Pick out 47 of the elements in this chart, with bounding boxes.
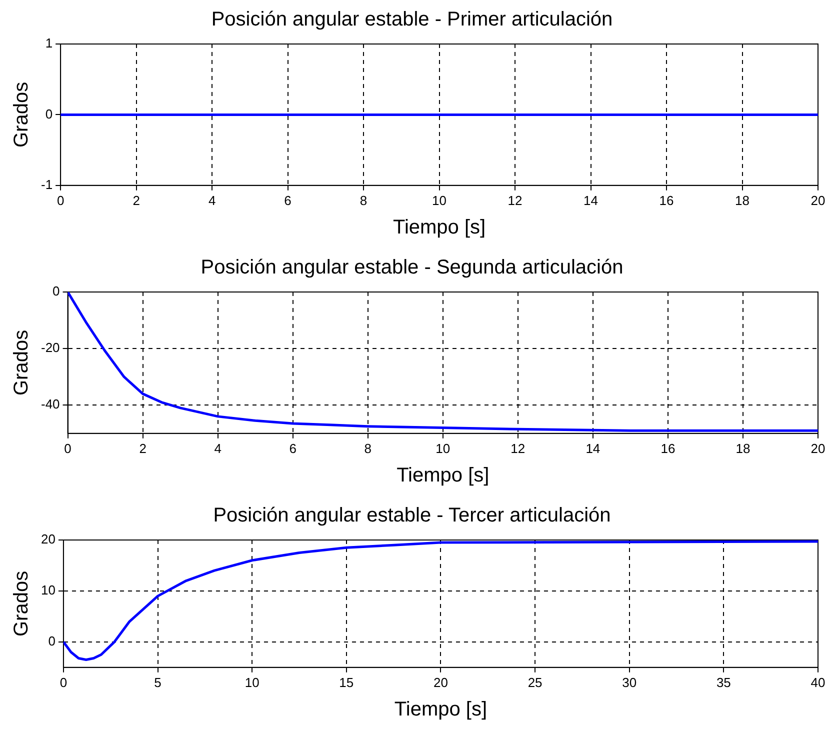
x-tick-label: 15 — [339, 674, 354, 690]
y-tick-label: 1 — [45, 36, 53, 51]
x-tick-label: 6 — [289, 440, 296, 456]
y-axis-title: Grados — [10, 330, 33, 396]
y-tick-label: -40 — [40, 396, 60, 412]
x-tick-label: 16 — [659, 192, 674, 208]
chart-title: Posición angular estable - Tercer articulación — [213, 504, 611, 527]
x-tick-label: 5 — [154, 674, 162, 690]
x-tick-label: 20 — [810, 440, 826, 456]
x-tick-label: 20 — [810, 192, 826, 208]
x-tick-label: 30 — [622, 674, 637, 690]
x-tick-label: 40 — [810, 674, 826, 690]
x-tick-label: 18 — [736, 440, 750, 456]
x-tick-label: 4 — [214, 440, 222, 456]
x-tick-label: 2 — [132, 192, 140, 208]
x-tick-label: 10 — [244, 674, 260, 690]
x-tick-label: 14 — [586, 440, 600, 456]
x-tick-label: 12 — [510, 440, 526, 456]
chart-title: Posición angular estable - Primer articulación — [211, 8, 613, 31]
x-tick-label: 16 — [660, 440, 676, 456]
x-axis-title: Tiempo [s] — [392, 216, 486, 239]
x-tick-label: 35 — [716, 674, 731, 690]
x-tick-label: 8 — [360, 192, 368, 208]
y-axis-title: Grados — [10, 570, 33, 636]
x-tick-label: 14 — [584, 192, 598, 208]
y-tick-label: -1 — [40, 176, 53, 192]
x-tick-label: 6 — [284, 192, 292, 208]
x-tick-label: 25 — [528, 674, 542, 690]
x-axis-title: Tiempo [s] — [394, 698, 488, 721]
x-tick-label: 8 — [364, 440, 372, 456]
x-tick-label: 12 — [508, 192, 522, 208]
y-tick-label: 10 — [40, 582, 56, 598]
y-tick-label: 0 — [52, 284, 60, 299]
y-tick-label: 0 — [45, 106, 53, 122]
x-tick-label: 0 — [64, 440, 72, 456]
y-axis-title: Grados — [10, 82, 33, 148]
chart-title: Posición angular estable - Segunda articulación — [200, 256, 624, 279]
x-tick-label: 4 — [208, 192, 216, 208]
x-tick-label: 18 — [735, 192, 750, 208]
y-tick-label: -20 — [40, 340, 60, 356]
x-tick-label: 2 — [139, 440, 146, 456]
x-axis-title: Tiempo [s] — [396, 464, 490, 487]
x-tick-label: 20 — [433, 674, 448, 690]
y-tick-label: 0 — [48, 634, 56, 648]
x-tick-label: 10 — [436, 440, 450, 456]
y-tick-label: 20 — [40, 532, 56, 547]
x-tick-label: 10 — [432, 192, 447, 208]
